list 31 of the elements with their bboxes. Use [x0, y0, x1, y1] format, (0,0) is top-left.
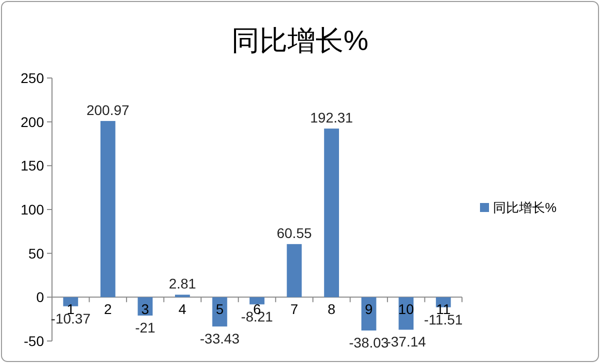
data-label: 60.55	[276, 225, 312, 242]
data-label: -33.43	[200, 330, 240, 346]
data-label: -21	[135, 320, 156, 336]
bar	[250, 297, 264, 304]
x-tick-label: 2	[104, 301, 112, 318]
x-tick-label: 8	[328, 301, 336, 318]
chart-title: 同比增长%	[232, 25, 368, 56]
x-tick-label: 10	[398, 301, 414, 318]
y-tick-label: 100	[20, 202, 44, 218]
data-label: 192.31	[310, 110, 354, 126]
x-tick-label: 3	[141, 301, 150, 318]
x-tick-label: 5	[216, 301, 224, 318]
y-tick-label: 50	[28, 245, 44, 262]
data-label: 2.81	[168, 276, 196, 292]
bar	[324, 128, 339, 298]
data-label: -38.03	[348, 334, 389, 351]
bar	[175, 294, 190, 298]
x-tick-label: 9	[364, 301, 373, 318]
data-label: -37.14	[386, 334, 426, 350]
x-tick-label: 4	[178, 301, 187, 318]
bar	[100, 120, 116, 298]
y-tick-label: 200	[20, 114, 44, 130]
bar	[361, 297, 376, 331]
y-tick-label: 0	[36, 289, 44, 306]
bar	[286, 244, 302, 298]
y-tick-label: -50	[24, 333, 44, 349]
legend-label: 同比增长%	[493, 200, 557, 215]
x-tick-label: 7	[290, 301, 298, 318]
data-label: 200.97	[86, 102, 130, 118]
y-tick-label: 250	[20, 70, 44, 86]
y-tick-label: 150	[20, 158, 44, 174]
